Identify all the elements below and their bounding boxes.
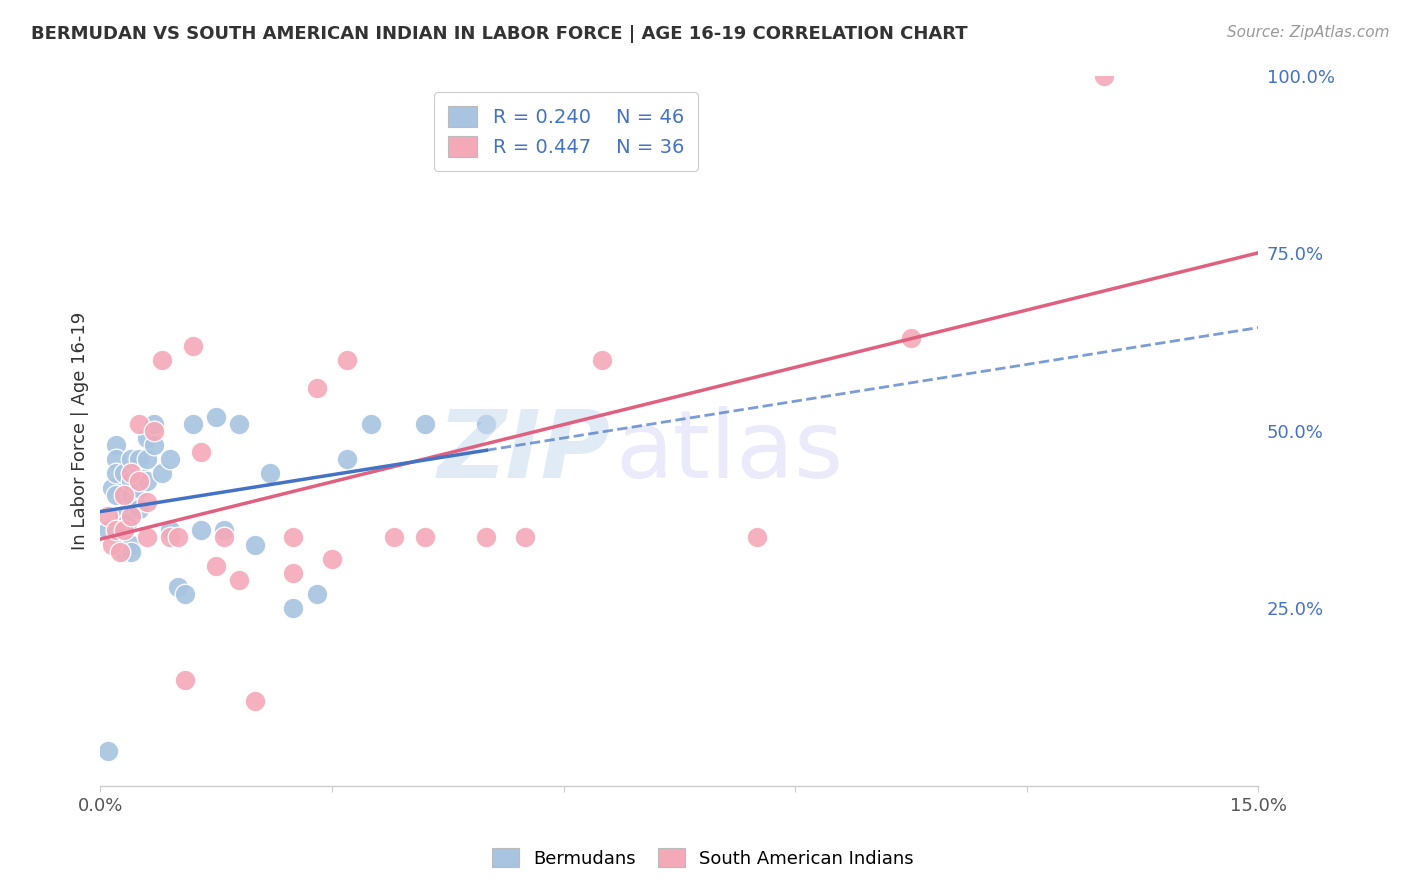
Point (166, 580, 188, 594)
Point (283, 566, 305, 580)
Point (159, 524, 181, 538)
Point (259, 467, 281, 481)
Point (101, 537, 124, 551)
Point (321, 551, 343, 566)
Point (112, 467, 135, 481)
Point (336, 452, 359, 467)
Text: atlas: atlas (616, 406, 844, 498)
Point (475, 530, 498, 544)
Point (159, 530, 181, 544)
Point (413, 417, 436, 431)
Point (120, 452, 142, 467)
Text: BERMUDAN VS SOUTH AMERICAN INDIAN IN LABOR FORCE | AGE 16-19 CORRELATION CHART: BERMUDAN VS SOUTH AMERICAN INDIAN IN LAB… (31, 25, 967, 43)
Point (104, 438, 127, 452)
Point (336, 352, 359, 367)
Point (135, 431, 157, 445)
Point (128, 502, 150, 516)
Point (97, 743, 120, 757)
Point (112, 524, 135, 538)
Point (181, 338, 204, 352)
Point (174, 673, 197, 687)
Point (143, 424, 166, 438)
Point (745, 530, 768, 544)
Point (112, 488, 135, 502)
Point (120, 467, 142, 481)
Point (212, 524, 235, 538)
Legend: Bermudans, South American Indians: Bermudans, South American Indians (481, 837, 925, 879)
Point (283, 530, 305, 544)
Point (97, 524, 120, 538)
Point (104, 467, 127, 481)
Point (120, 537, 142, 551)
Y-axis label: In Labor Force | Age 16-19: In Labor Force | Age 16-19 (72, 311, 89, 550)
Point (190, 445, 212, 459)
Point (413, 530, 436, 544)
Point (283, 601, 305, 615)
Point (305, 587, 328, 601)
Point (228, 573, 250, 587)
Point (513, 530, 536, 544)
Point (108, 530, 131, 544)
Point (150, 352, 173, 367)
Point (104, 524, 127, 538)
Point (135, 474, 157, 488)
Point (166, 530, 188, 544)
Point (181, 417, 204, 431)
Point (112, 537, 135, 551)
Point (190, 524, 212, 538)
Point (112, 524, 135, 538)
Point (1092, 69, 1115, 83)
Point (360, 417, 382, 431)
Point (212, 530, 235, 544)
Point (101, 481, 124, 495)
Point (243, 537, 266, 551)
Point (475, 417, 498, 431)
Point (135, 530, 157, 544)
Point (150, 467, 173, 481)
Point (135, 495, 157, 509)
Point (97, 509, 120, 524)
Point (120, 544, 142, 558)
Point (228, 417, 250, 431)
Point (120, 488, 142, 502)
Point (305, 381, 328, 395)
Legend: R = 0.240    N = 46, R = 0.447    N = 36: R = 0.240 N = 46, R = 0.447 N = 36 (434, 93, 697, 170)
Point (591, 352, 613, 367)
Point (117, 516, 139, 531)
Point (382, 530, 405, 544)
Text: ZIP: ZIP (437, 406, 610, 498)
Point (135, 452, 157, 467)
Point (143, 438, 166, 452)
Point (120, 474, 142, 488)
Point (120, 509, 142, 524)
Point (108, 544, 131, 558)
Point (104, 488, 127, 502)
Point (112, 509, 135, 524)
Point (143, 417, 166, 431)
Point (128, 417, 150, 431)
Point (104, 452, 127, 467)
Point (112, 544, 135, 558)
Point (205, 558, 228, 573)
Point (174, 587, 197, 601)
Point (900, 331, 922, 345)
Point (205, 409, 228, 424)
Text: Source: ZipAtlas.com: Source: ZipAtlas.com (1226, 25, 1389, 40)
Point (243, 694, 266, 708)
Point (128, 474, 150, 488)
Point (128, 481, 150, 495)
Point (159, 452, 181, 467)
Point (128, 467, 150, 481)
Point (128, 452, 150, 467)
